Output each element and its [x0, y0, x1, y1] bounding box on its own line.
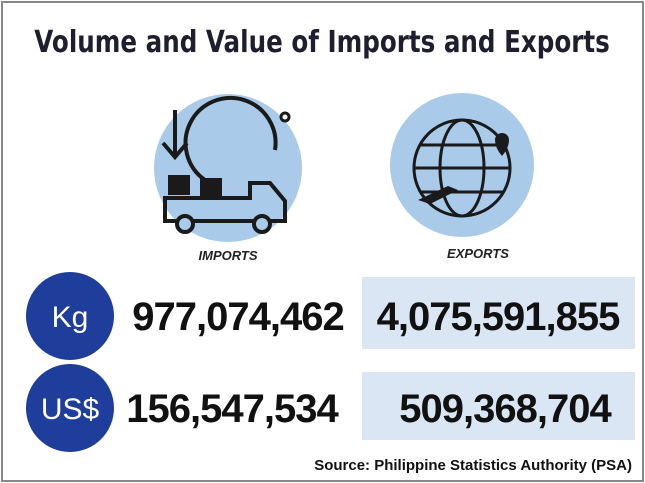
value: 4,075,591,855	[377, 295, 621, 339]
source: Source: Philippine Statistics Authority …	[314, 457, 632, 474]
cell	[110, 283, 362, 349]
row: US$ 156,547,534 509,368,704	[26, 364, 635, 452]
cell	[362, 372, 635, 440]
column-label: IMPORTS	[199, 248, 258, 263]
row: Kg 977,074,462 4,075,591,855	[26, 272, 635, 360]
value: 156,547,534	[126, 387, 339, 431]
unit-badge	[26, 364, 114, 452]
value: 509,368,704	[399, 387, 612, 431]
unit-badge	[26, 272, 114, 360]
cell	[110, 374, 362, 440]
exports-icon	[390, 93, 534, 237]
column-label: EXPORTS	[447, 246, 509, 261]
title: Volume and Value of Imports and Exports	[34, 26, 610, 60]
unit: Kg	[52, 301, 89, 334]
cell	[362, 277, 635, 349]
unit: US$	[41, 393, 100, 426]
imports-icon	[154, 94, 302, 242]
value: 977,074,462	[132, 295, 343, 339]
